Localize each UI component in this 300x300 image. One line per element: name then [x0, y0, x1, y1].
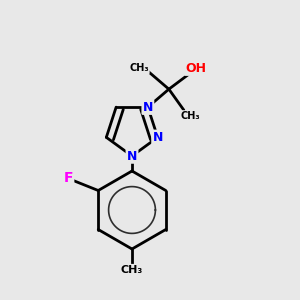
Text: N: N [143, 101, 153, 114]
Text: CH₃: CH₃ [121, 265, 143, 275]
Text: N: N [152, 131, 163, 144]
Text: CH₃: CH₃ [129, 63, 149, 73]
Text: CH₃: CH₃ [180, 111, 200, 121]
Text: N: N [127, 149, 137, 163]
Text: OH: OH [185, 62, 206, 75]
Text: F: F [64, 172, 73, 185]
